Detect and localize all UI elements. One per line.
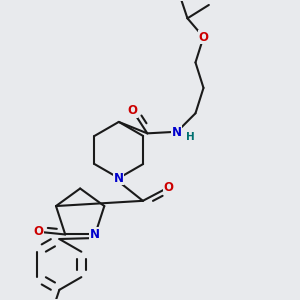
Text: N: N <box>90 228 100 241</box>
Text: O: O <box>199 31 208 44</box>
Text: O: O <box>34 225 44 238</box>
Text: H: H <box>186 132 194 142</box>
Text: N: N <box>172 125 182 139</box>
Text: N: N <box>114 172 124 184</box>
Text: O: O <box>163 181 173 194</box>
Text: O: O <box>128 104 138 117</box>
